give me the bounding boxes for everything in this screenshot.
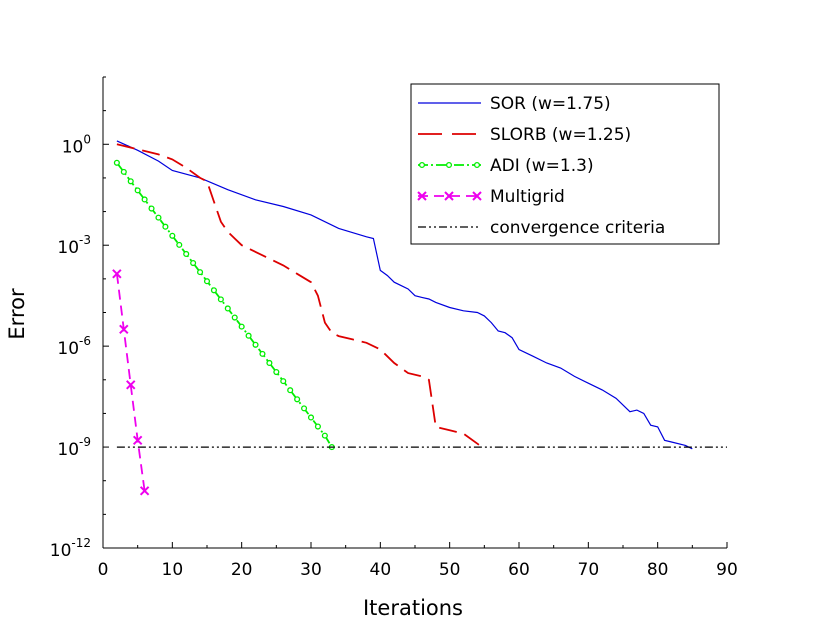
series-layer <box>112 140 727 496</box>
series-line <box>116 143 485 450</box>
legend-item: SLORB (w=1.25) <box>418 125 631 145</box>
y-ticks: 100 10-3 10-6 10-9 10-12 <box>50 76 109 561</box>
data-point-marker <box>120 168 127 175</box>
data-point-marker <box>113 159 120 166</box>
data-point-marker <box>224 305 231 312</box>
data-point-marker <box>112 269 122 279</box>
data-point-marker <box>169 232 176 239</box>
data-point-marker <box>127 178 134 185</box>
data-point-marker <box>203 278 211 285</box>
data-point-marker <box>176 241 183 248</box>
data-point-marker <box>273 368 280 376</box>
data-point-marker <box>245 332 252 339</box>
data-point-marker <box>287 387 294 394</box>
data-point-marker <box>119 324 129 335</box>
y-tick-label: 10-9 <box>57 435 91 460</box>
x-tick-label: 10 <box>162 560 184 580</box>
data-point-marker <box>418 161 426 169</box>
x-tick-label: 30 <box>300 560 322 580</box>
data-point-marker <box>134 187 141 194</box>
data-point-marker <box>252 341 259 348</box>
data-point-marker <box>126 380 136 390</box>
data-point-marker <box>314 423 321 430</box>
legend-item: Multigrid <box>417 187 565 207</box>
legend-label: SLORB (w=1.25) <box>490 125 631 145</box>
x-tick-label: 50 <box>439 560 461 580</box>
x-tick-label: 90 <box>716 560 738 580</box>
data-point-marker <box>472 191 482 201</box>
y-tick-label: 10-3 <box>57 233 91 258</box>
data-point-marker <box>417 191 427 201</box>
x-tick-label: 40 <box>370 560 392 580</box>
data-point-marker <box>141 196 148 203</box>
x-tick-label: 0 <box>98 560 109 580</box>
data-point-marker <box>132 435 143 446</box>
data-point-marker <box>139 486 150 496</box>
data-point-marker <box>307 414 315 421</box>
x-tick-label: 20 <box>231 560 253 580</box>
data-point-marker <box>301 405 308 412</box>
data-point-marker <box>190 259 197 267</box>
x-tick-label: 60 <box>508 560 530 580</box>
legend: SOR (w=1.75) SLORB (w=1.25) ADI (w=1.3) Mul… <box>410 83 720 245</box>
data-point-marker <box>217 296 224 303</box>
y-tick-label: 100 <box>62 132 91 157</box>
series-line <box>116 140 693 450</box>
data-point-marker <box>266 359 273 367</box>
data-point-marker <box>259 350 266 357</box>
series-2 <box>113 159 335 451</box>
series-1 <box>116 143 485 450</box>
x-tick-label: 70 <box>578 560 600 580</box>
data-point-marker <box>473 161 481 169</box>
legend-label: Multigrid <box>490 187 565 207</box>
y-tick-label: 10-6 <box>57 334 91 359</box>
legend-label: SOR (w=1.75) <box>490 94 611 114</box>
data-point-marker <box>197 269 204 276</box>
data-point-marker <box>444 191 454 201</box>
legend-label: convergence criteria <box>490 218 665 238</box>
x-ticks: 0 10 20 30 40 50 60 70 80 90 <box>98 542 738 580</box>
legend-box <box>410 83 720 245</box>
legend-item: SOR (w=1.75) <box>418 94 611 114</box>
series-line <box>116 273 146 491</box>
legend-item: ADI (w=1.3) <box>418 156 594 176</box>
data-point-marker <box>445 161 453 169</box>
legend-label: ADI (w=1.3) <box>490 156 594 176</box>
data-point-marker <box>162 223 169 230</box>
data-point-marker <box>183 250 190 258</box>
series-0 <box>116 140 693 450</box>
data-point-marker <box>148 205 155 212</box>
data-point-marker <box>294 396 301 403</box>
series-line <box>116 162 333 448</box>
data-point-marker <box>210 287 217 294</box>
data-point-marker <box>231 314 238 321</box>
y-axis-title: Error <box>5 288 29 340</box>
legend-item: convergence criteria <box>418 218 665 238</box>
series-3 <box>112 269 150 496</box>
x-axis-title: Iterations <box>363 596 463 620</box>
data-point-marker <box>321 432 328 439</box>
x-tick-label: 80 <box>647 560 669 580</box>
y-tick-label: 10-12 <box>50 536 91 561</box>
data-point-marker <box>238 323 245 330</box>
data-point-marker <box>155 214 162 221</box>
data-point-marker <box>280 378 287 385</box>
